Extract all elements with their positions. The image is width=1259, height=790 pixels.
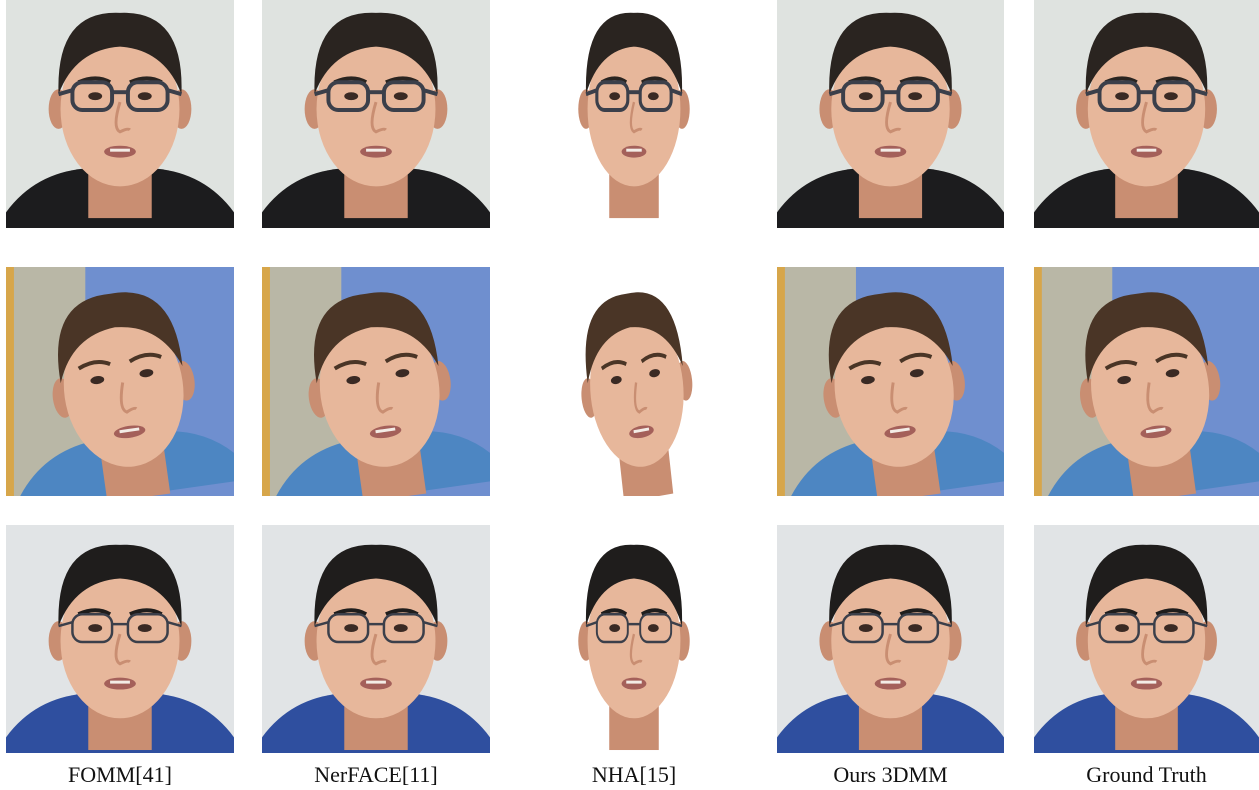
face-image-row3-ours-3dmm (777, 525, 1004, 753)
caption-ground-truth: Ground Truth (1086, 762, 1207, 787)
caption-nerface: NerFACE[11] (314, 762, 438, 787)
face-image-row1-ground-truth (1034, 0, 1259, 228)
face-image-row2-ground-truth (1034, 267, 1259, 496)
caption-ours-3dmm: Ours 3DMM (833, 762, 948, 787)
caption-fomm: FOMM[41] (68, 762, 172, 787)
face-image-row1-nerface (262, 0, 490, 228)
face-image-row3-nerface (262, 525, 490, 753)
face-image-row1-nha (545, 0, 723, 228)
face-image-row3-nha (545, 525, 723, 753)
face-image-row2-ours-3dmm (777, 267, 1004, 496)
face-image-row3-ground-truth (1034, 525, 1259, 753)
face-image-row3-fomm (6, 525, 234, 753)
face-image-row2-fomm (6, 267, 234, 496)
face-image-row1-ours-3dmm (777, 0, 1004, 228)
face-image-row2-nerface (262, 267, 490, 496)
face-image-row1-fomm (6, 0, 234, 228)
caption-nha: NHA[15] (591, 762, 677, 787)
face-image-row2-nha (545, 267, 723, 496)
